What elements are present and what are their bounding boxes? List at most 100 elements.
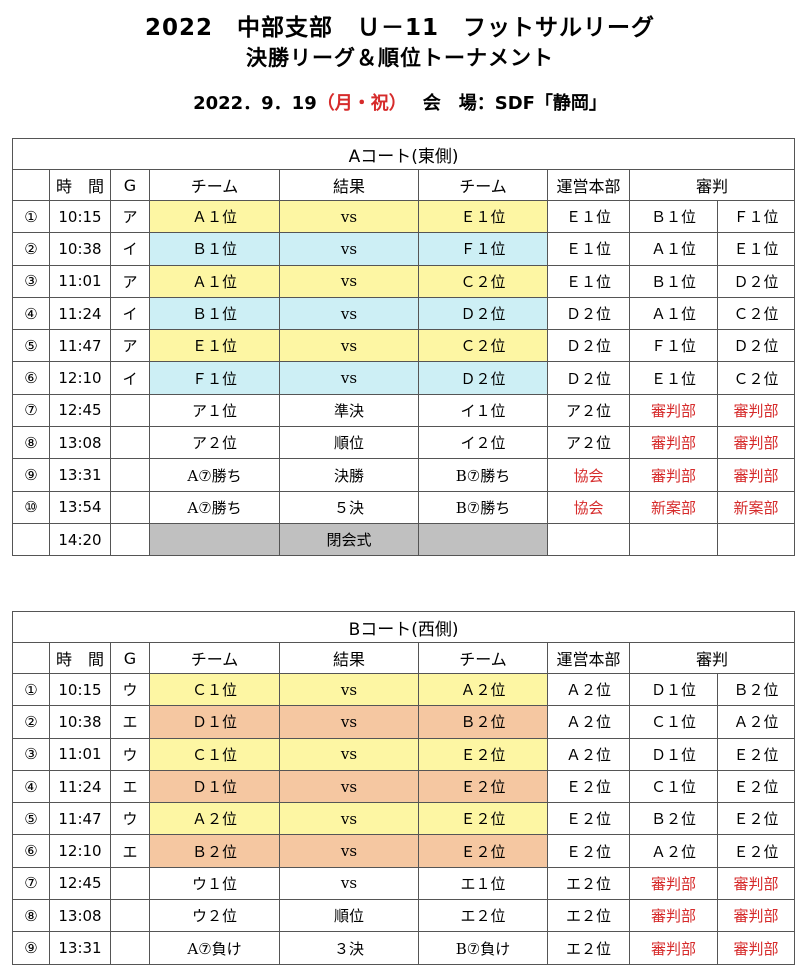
referee-1: 審判部: [629, 458, 718, 492]
team-away: B⑦負け: [418, 931, 548, 965]
match-time: 12:10: [49, 834, 111, 868]
match-result: vs: [328, 232, 370, 266]
team-away: Ｂ２位: [418, 705, 548, 739]
match-group: エ: [110, 834, 150, 868]
match-group: イ: [110, 232, 150, 266]
match-row: ② 10:38 エ Ｄ１位 vs Ｂ２位 Ａ２位 Ｃ１位 Ａ２位: [12, 705, 796, 739]
management-team: Ｅ１位: [547, 264, 630, 298]
referee-1: 審判部: [629, 866, 718, 901]
team-home: A⑦勝ち: [149, 490, 280, 524]
match-row: ③ 11:01 ア Ａ１位 vs Ｃ２位 Ｅ１位 Ｂ１位 Ｄ２位: [12, 264, 796, 298]
referee-1: Ｃ１位: [629, 705, 718, 739]
match-row: ⑧ 13:08 ア２位 順位 イ２位 ア２位 審判部 審判部: [12, 426, 796, 460]
match-row: ⑥ 12:10 イ Ｆ１位 vs Ｄ２位 Ｄ２位 Ｅ１位 Ｃ２位: [12, 361, 796, 395]
match-number: ①: [12, 199, 50, 234]
score-away: [369, 329, 419, 363]
match-result: vs: [328, 769, 370, 804]
match-time: 10:15: [49, 672, 111, 707]
referee-2: Ｆ１位: [716, 199, 796, 234]
team-away: Ｄ２位: [418, 296, 548, 331]
match-result: 順位: [279, 426, 419, 460]
match-group: イ: [110, 361, 150, 395]
match-number: ③: [12, 737, 50, 771]
match-group: ウ: [110, 802, 150, 836]
match-time: 11:01: [49, 264, 111, 298]
score-home: [279, 705, 329, 739]
match-result: vs: [328, 264, 370, 298]
team-home: Ａ２位: [149, 802, 280, 836]
header-referee: 審判: [628, 642, 796, 674]
match-result: vs: [328, 705, 370, 739]
management-team: Ｅ２位: [547, 834, 630, 868]
closing-management: [547, 522, 630, 557]
referee-2: 審判部: [716, 393, 796, 428]
match-time: 13:08: [49, 426, 111, 460]
match-number: ③: [12, 264, 50, 298]
referee-1: Ｄ１位: [629, 737, 718, 771]
team-home: Ａ１位: [149, 264, 280, 298]
team-away: Ｄ２位: [418, 361, 548, 395]
match-result: vs: [328, 296, 370, 331]
referee-2: Ｂ２位: [716, 672, 796, 707]
team-home: Ｃ１位: [149, 737, 280, 771]
team-home: A⑦負け: [149, 931, 280, 965]
team-away: イ２位: [418, 426, 548, 460]
match-result: vs: [328, 834, 370, 868]
management-team: Ｄ２位: [547, 361, 630, 395]
event-info: 2022．9．19（月・祝） 会 場：SDF「静岡」: [0, 89, 800, 115]
score-away: [369, 802, 419, 836]
match-row: ② 10:38 イ Ｂ１位 vs Ｆ１位 Ｅ１位 Ａ１位 Ｅ１位: [12, 232, 796, 266]
match-group: [110, 426, 150, 460]
match-result: vs: [328, 329, 370, 363]
management-team: Ｅ１位: [547, 232, 630, 266]
referee-2: Ｅ１位: [716, 232, 796, 266]
match-row: ⑤ 11:47 ウ Ａ２位 vs Ｅ２位 Ｅ２位 Ｂ２位 Ｅ２位: [12, 802, 796, 836]
header-result: 結果: [279, 642, 419, 674]
header-team-home: チーム: [149, 642, 280, 674]
match-number: ④: [12, 769, 50, 804]
referee-2: 審判部: [716, 931, 796, 965]
match-time: 10:38: [49, 232, 111, 266]
score-away: [369, 737, 419, 771]
match-time: 11:01: [49, 737, 111, 771]
match-group: ア: [110, 329, 150, 363]
match-number: ⑤: [12, 802, 50, 836]
team-home: Ｄ１位: [149, 769, 280, 804]
score-away: [369, 866, 419, 901]
header-no: [12, 169, 50, 201]
closing-group: [110, 522, 150, 557]
team-home: Ｅ１位: [149, 329, 280, 363]
match-row: ⑦ 12:45 ア１位 準決 イ１位 ア２位 審判部 審判部: [12, 393, 796, 428]
match-time: 13:31: [49, 458, 111, 492]
management-team: Ｄ２位: [547, 329, 630, 363]
referee-1: Ｂ１位: [629, 264, 718, 298]
court-title: Bコート(西側): [11, 611, 796, 643]
header-no: [12, 642, 50, 674]
score-home: [279, 199, 329, 234]
match-time: 11:47: [49, 802, 111, 836]
team-home: Ａ１位: [149, 199, 280, 234]
match-number: ①: [12, 672, 50, 707]
management-team: Ａ２位: [547, 705, 630, 739]
referee-1: Ａ２位: [629, 834, 718, 868]
match-time: 12:10: [49, 361, 111, 395]
match-group: [110, 393, 150, 428]
closing-referee-1: [629, 522, 718, 557]
match-group: [110, 490, 150, 524]
match-time: 11:24: [49, 296, 111, 331]
match-row: ③ 11:01 ウ Ｃ１位 vs Ｅ２位 Ａ２位 Ｄ１位 Ｅ２位: [12, 737, 796, 771]
match-time: 10:38: [49, 705, 111, 739]
referee-1: Ａ１位: [629, 232, 718, 266]
referee-2: 審判部: [716, 426, 796, 460]
match-time: 12:45: [49, 393, 111, 428]
match-row: ⑨ 13:31 A⑦勝ち 決勝 B⑦勝ち 協会 審判部 審判部: [12, 458, 796, 492]
score-away: [369, 199, 419, 234]
match-number: ④: [12, 296, 50, 331]
match-result: 準決: [279, 393, 419, 428]
score-home: [279, 866, 329, 901]
header-team-away: チーム: [418, 642, 548, 674]
score-home: [279, 296, 329, 331]
referee-2: 審判部: [716, 866, 796, 901]
referee-2: Ａ２位: [716, 705, 796, 739]
team-home: Ｂ１位: [149, 232, 280, 266]
